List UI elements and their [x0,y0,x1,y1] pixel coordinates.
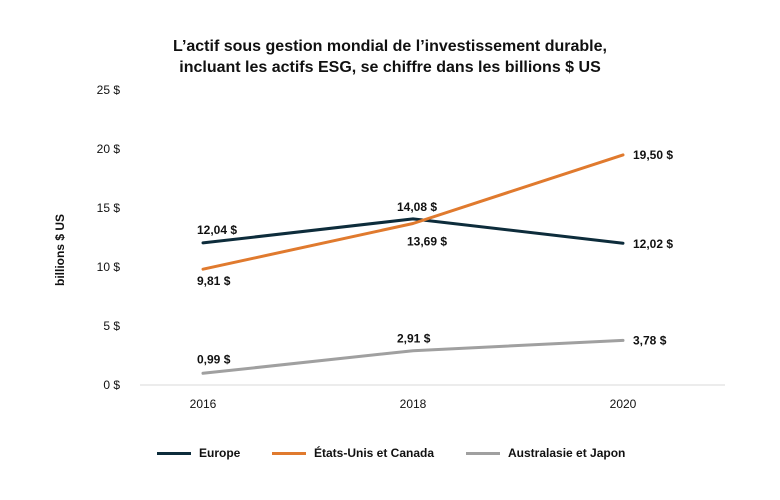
data-label: 9,81 $ [197,274,231,288]
chart-title-line-2: incluant les actifs ESG, se chiffre dans… [179,59,601,76]
legend-item: Europe [157,446,240,460]
y-tick-label: 5 $ [103,319,120,333]
x-tick-label: 2018 [400,397,427,411]
series-line-1 [201,217,625,245]
y-tick-label: 25 $ [97,83,121,97]
y-tick-label: 15 $ [97,201,121,215]
x-tick-label: 2020 [610,397,637,411]
line-chart: 0 $ 5 $ 10 $ 15 $ 20 $ 25 $ 2016 2018 2020 12,04 … [97,83,725,411]
data-label: 13,69 $ [407,234,447,248]
data-label: 3,78 $ [633,333,667,347]
legend-label: Europe [199,446,241,460]
data-label: 14,08 $ [397,200,437,214]
data-label: 0,99 $ [197,352,231,366]
legend-item: Australasie et Japon [466,446,625,460]
y-tick-label: 20 $ [97,142,121,156]
legend-label: États-Unis et Canada [314,446,435,460]
legend-item: États-Unis et Canada [272,446,434,460]
data-label: 19,50 $ [633,148,673,162]
legend-swatch [466,451,500,455]
chart-title: L’actif sous gestion mondial de l’invest… [0,36,780,78]
legend-swatch [272,451,306,455]
data-label: 2,91 $ [397,332,431,346]
series-line-2 [201,153,625,271]
y-tick-label: 0 $ [103,378,120,392]
data-label: 12,04 $ [197,223,237,237]
data-label: 12,02 $ [633,237,673,251]
legend-swatch [157,451,191,455]
y-tick-label: 10 $ [97,260,121,274]
legend-label: Australasie et Japon [508,446,626,460]
chart-title-line-1: L’actif sous gestion mondial de l’invest… [173,38,607,55]
series-line-3 [201,338,625,375]
x-tick-label: 2016 [190,397,217,411]
